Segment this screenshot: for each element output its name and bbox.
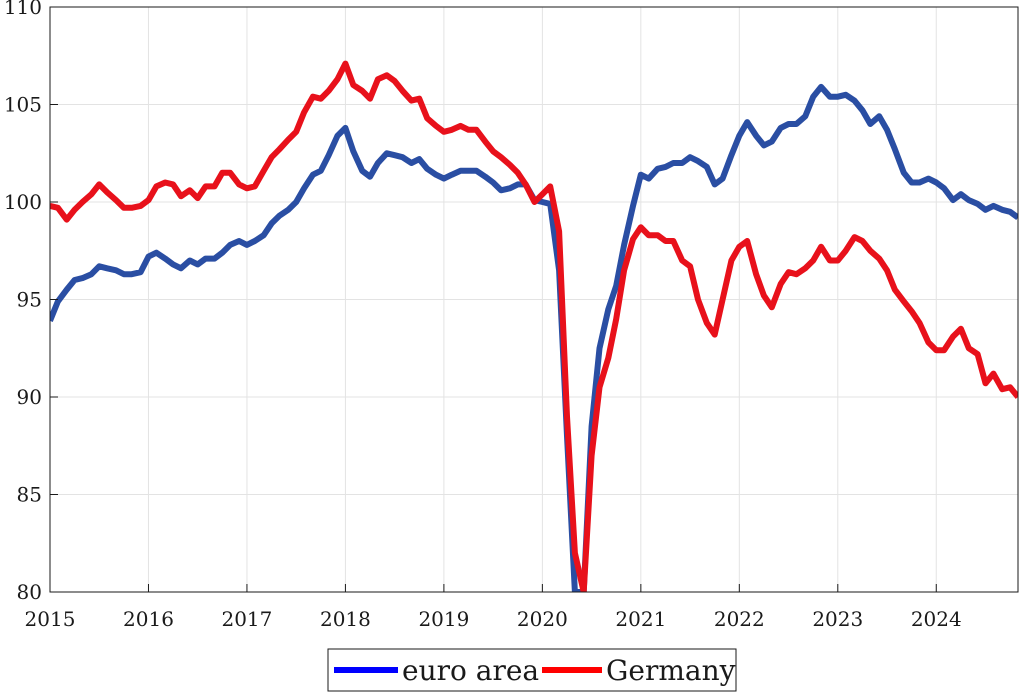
x-tick-label: 2015	[25, 607, 76, 631]
y-tick-label: 85	[17, 483, 42, 507]
legend-label-germany: Germany	[606, 654, 736, 687]
x-tick-label: 2018	[320, 607, 371, 631]
x-tick-label: 2024	[911, 607, 962, 631]
axis-ticks: 2015 2016 2017 2018 2019 2020 2021 2022 2023 2024…	[4, 0, 962, 631]
x-tick-label: 2016	[123, 607, 174, 631]
legend: euro area Germany	[327, 648, 737, 692]
y-tick-label: 105	[4, 93, 42, 117]
y-tick-label: 80	[17, 580, 42, 604]
series-line-germany	[50, 60, 1018, 592]
y-tick-label: 95	[17, 288, 42, 312]
x-tick-label: 2021	[615, 607, 666, 631]
series-line-euro-area	[50, 83, 1018, 592]
x-tick-label: 2017	[221, 607, 272, 631]
series-lines	[50, 60, 1018, 592]
y-tick-label: 90	[17, 385, 42, 409]
grid-lines	[49, 6, 1018, 593]
y-tick-label: 110	[4, 0, 42, 19]
legend-label-euro-area: euro area	[402, 654, 539, 687]
x-tick-label: 2023	[812, 607, 863, 631]
y-tick-label: 100	[4, 190, 42, 214]
x-tick-label: 2019	[418, 607, 469, 631]
x-tick-label: 2020	[517, 607, 568, 631]
x-tick-label: 2022	[714, 607, 765, 631]
